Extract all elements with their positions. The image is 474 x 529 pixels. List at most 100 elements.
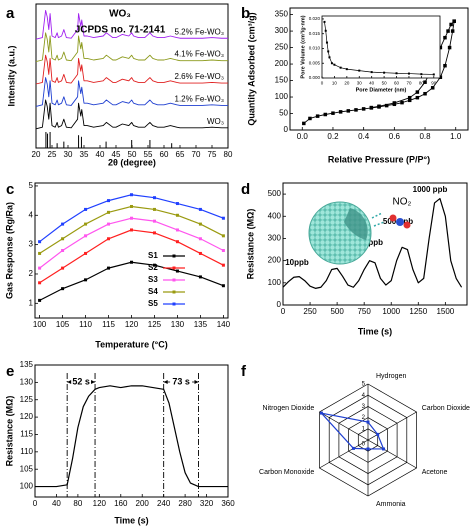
response-point [107,199,111,203]
x-tick-label: 130 [171,320,185,329]
x-tick-label: 750 [357,307,371,316]
annotation: WO₃ [109,9,131,20]
radar-point [351,446,355,450]
isotherm-point [452,19,456,23]
plot-frame [321,15,441,79]
isotherm-point [369,105,374,110]
x-tick-label: 70 [192,150,201,159]
resistance-curve [35,385,228,488]
response-point [152,263,156,267]
plot-frame [34,364,229,498]
pore-point [328,56,331,59]
isotherm-point [361,107,366,111]
pore-point [325,41,328,44]
response-point [84,278,88,282]
pore-point [330,62,333,65]
y-tick-label: 2 [29,269,34,278]
x-tick-label: 0 [281,307,286,316]
response-point [221,234,225,238]
y-tick-label: 0 [277,300,282,309]
resistance-curve [282,197,463,289]
x-tick-label: 0 [33,499,38,508]
y-tick-label: 200 [275,59,289,68]
category-label: Hydrogen [376,373,406,380]
x-tick-label: 30 [357,80,363,85]
y-tick-label: 100 [20,482,34,491]
response-point [38,251,42,255]
panel-letter: d [241,181,250,198]
pore-point [395,72,398,75]
plot-frame [282,182,468,306]
x-axis-label: Time (s) [114,515,148,525]
legend-label: S5 [148,299,158,308]
x-tick-label: 125 [148,320,162,329]
nanosphere-illustration [308,201,411,265]
isotherm-point [447,45,452,50]
response-point [107,222,111,226]
y-tick-label: 0 [284,125,289,134]
radial-tick-label: 0 [362,442,366,448]
response-point [107,210,111,214]
response-point [175,240,179,244]
x-tick-label: 40 [52,499,61,508]
radar-point [319,411,323,415]
y-tick-label: 50 [279,109,288,118]
response-point [221,263,225,267]
response-point [38,298,42,302]
pore-point [407,72,410,75]
y-axis-label: Pore Volume (cm³/g·nm) [299,15,306,78]
y-tick-label: 1 [29,298,34,307]
y-tick-label: 115 [20,430,33,439]
pore-point [324,29,327,32]
annotation: JCPDS no. 71-2141 [75,25,166,36]
x-tick-label: 360 [221,499,235,508]
pore-distribution [324,21,434,75]
x-tick-label: 25 [48,150,57,159]
response-point [38,266,42,270]
x-tick-label: 55 [144,150,153,159]
response-point [130,228,133,232]
x-tick-label: 80 [224,150,233,159]
pore-point [323,20,326,23]
response-point [38,281,42,285]
y-tick-label: 0.000 [309,75,321,80]
isotherm-point [384,103,389,108]
legend-label: S2 [148,263,158,272]
isotherm-point [430,86,435,90]
x-tick-label: 90 [431,80,437,85]
y-tick-label: 300 [268,234,282,243]
isotherm-point [423,91,427,96]
radial-tick-label: 4 [362,393,366,399]
isotherm-point [423,80,427,84]
flow-dash [371,212,383,219]
isotherm-point [407,98,412,103]
x-axis-label: 2θ (degree) [108,157,156,167]
response-point [107,237,111,241]
pore-point [370,71,373,74]
xrd-pattern [35,99,228,130]
legend-marker [172,278,176,282]
panel-letter: a [6,5,15,22]
x-tick-label: 100 [33,320,47,329]
response-point [198,275,202,279]
x-tick-label: 250 [303,307,317,316]
y-axis-label: Resistance (MΩ) [245,209,255,280]
y-tick-label: 150 [275,76,289,85]
panel-letter: c [6,181,14,198]
y-tick-label: 4 [29,210,34,219]
y-tick-label: 0.020 [309,16,321,21]
response-point [221,284,225,288]
xrd-pattern [35,54,228,85]
y-axis-label: Intensity (a.u.) [6,45,16,106]
response-line [39,229,224,284]
category-label: Ammonia [376,501,406,508]
response-line [39,261,224,301]
x-tick-label: 40 [96,150,105,159]
annotation: 1000 ppb [413,185,448,194]
x-tick-label: 80 [419,80,425,85]
x-tick-label: 160 [114,499,128,508]
x-tick-label: 120 [125,320,139,329]
x-tick-label: 1.0 [450,132,462,141]
x-tick-label: 110 [79,320,92,329]
isotherm-point [449,22,453,27]
